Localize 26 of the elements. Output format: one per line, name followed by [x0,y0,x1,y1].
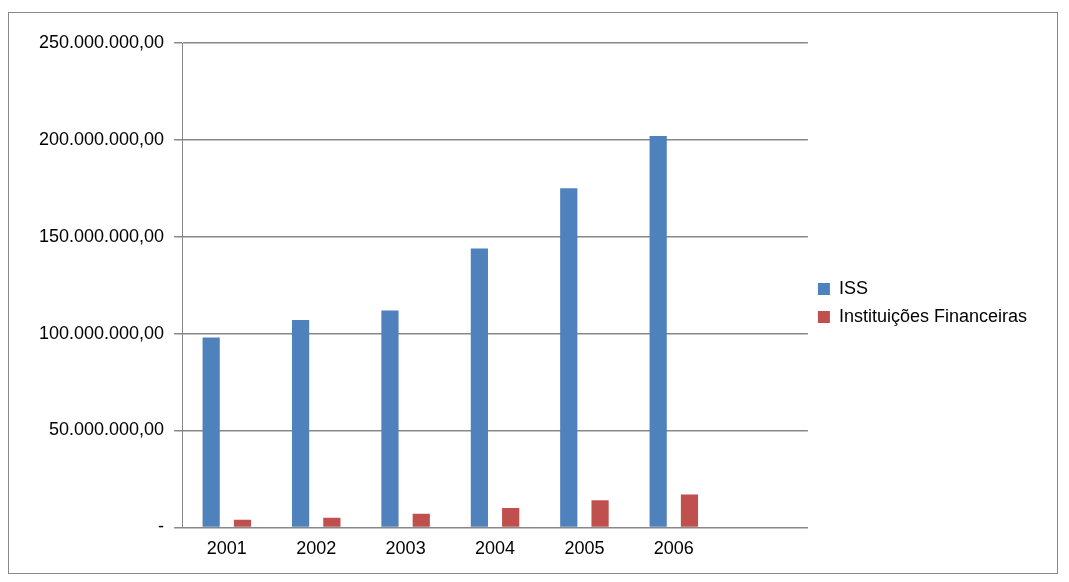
bar [202,337,220,527]
bar [470,248,488,527]
y-tick-label: 50.000.000,00 [49,419,165,440]
bar [412,513,430,527]
legend-label: ISS [838,277,868,298]
x-tick-label: 2004 [474,538,516,559]
bar [649,136,667,527]
bar [323,517,341,527]
y-tick-label: - [158,516,165,537]
x-tick-label: 2001 [206,538,247,559]
x-tick-label: 2003 [385,538,426,559]
bar [291,320,310,527]
bar [560,188,578,527]
x-tick-label: 2006 [653,538,694,559]
bar [680,494,699,527]
bar [591,500,609,527]
x-tick-label: 2005 [564,538,605,559]
bar [381,310,399,527]
y-tick-label: 100.000.000,00 [39,322,165,343]
bar [502,508,520,527]
y-tick-label: 150.000.000,00 [39,225,165,246]
y-tick-label: 200.000.000,00 [39,128,165,149]
legend-label: Instituições Financeiras [838,305,1028,326]
bar [233,519,252,527]
y-tick-label: 250.000.000,00 [39,31,165,52]
x-tick-label: 2002 [296,538,337,559]
